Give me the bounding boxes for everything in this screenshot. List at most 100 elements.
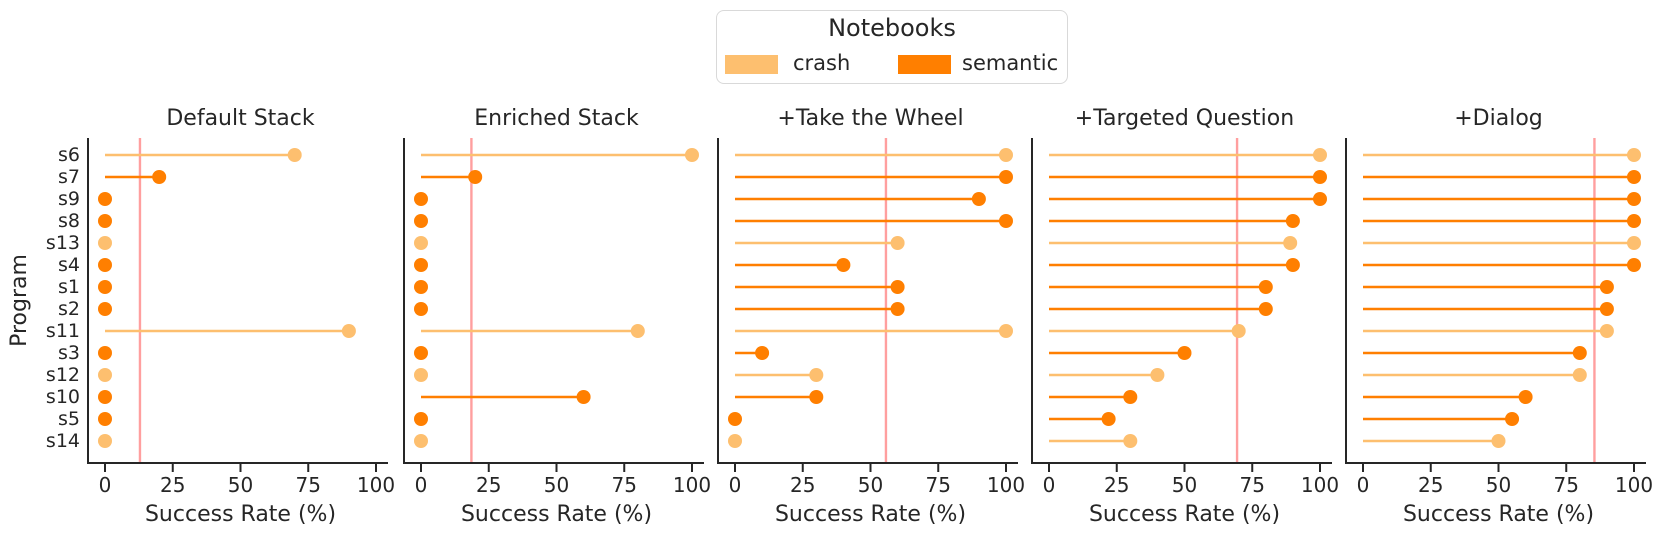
data-point-s2 (414, 302, 428, 316)
data-point-s6 (999, 148, 1013, 162)
x-tick-label: 50 (544, 473, 569, 497)
data-point-s11 (1231, 324, 1246, 338)
data-point-s5 (98, 412, 112, 426)
x-axis-label: Success Rate (%) (775, 502, 966, 527)
x-tick-label: 100 (1615, 473, 1653, 497)
data-point-s6 (1313, 148, 1327, 162)
data-point-s3 (755, 346, 770, 360)
y-tick-label-s2: s2 (58, 298, 80, 320)
data-point-s5 (414, 412, 428, 426)
x-tick-label: 50 (1172, 473, 1197, 497)
data-point-s2 (98, 302, 112, 316)
data-point-s9 (1627, 192, 1641, 206)
data-point-s10 (98, 390, 112, 404)
data-point-s3 (98, 346, 112, 360)
data-point-s14 (1491, 434, 1506, 448)
data-point-s11 (630, 324, 645, 338)
panel-default-stack: 0 25 50 75 100 Default Stack Success Rate (%) s… (7, 106, 395, 527)
x-tick-label: 25 (160, 473, 185, 497)
legend-swatch-semantic (898, 55, 951, 74)
data-point-s9 (1313, 192, 1327, 206)
data-point-s3 (414, 346, 428, 360)
panel-take-the-wheel: 0 25 50 75 100 +Take the Wheel Success Rate (%… (717, 106, 1025, 527)
data-point-s9 (98, 192, 112, 206)
data-point-s5 (1505, 412, 1520, 426)
y-tick-label-s14: s14 (46, 430, 80, 452)
y-tick-label-s6: s6 (58, 144, 80, 166)
x-tick-label: 75 (1554, 473, 1579, 497)
x-tick-label: 100 (357, 473, 395, 497)
x-tick-label: 75 (612, 473, 637, 497)
x-tick-label: 25 (790, 473, 815, 497)
y-tick-label-s5: s5 (58, 408, 80, 430)
data-point-s13 (414, 236, 428, 250)
data-point-s12 (809, 368, 824, 382)
x-tick-label: 0 (415, 473, 428, 497)
panel-targeted-question: 0 25 50 75 100 +Targeted Question Success Rate… (1031, 106, 1339, 527)
data-point-s10 (1123, 390, 1138, 404)
x-tick-label: 25 (1104, 473, 1129, 497)
data-point-s13 (1627, 236, 1641, 250)
data-point-s4 (1285, 258, 1300, 272)
data-point-s14 (414, 434, 428, 448)
data-point-s2 (1599, 302, 1614, 316)
legend-box: Notebooks crash semantic (716, 10, 1068, 84)
data-point-s5 (1101, 412, 1116, 426)
y-tick-label-s7: s7 (58, 166, 80, 188)
x-axis-label: Success Rate (%) (145, 502, 336, 527)
data-point-s3 (1572, 346, 1587, 360)
data-point-s7 (152, 170, 167, 184)
data-point-s3 (1177, 346, 1192, 360)
data-point-s14 (1123, 434, 1138, 448)
data-point-s8 (98, 214, 112, 228)
x-tick-label: 75 (296, 473, 321, 497)
data-point-s1 (1599, 280, 1614, 294)
panel-enriched-stack: 0 25 50 75 100 Enriched Stack Success Rate (%) (403, 106, 711, 527)
data-point-s1 (1258, 280, 1273, 294)
panel-title: Enriched Stack (474, 106, 639, 131)
data-point-s8 (1285, 214, 1300, 228)
data-point-s5 (728, 412, 742, 426)
data-point-s11 (999, 324, 1013, 338)
data-point-s12 (1572, 368, 1587, 382)
data-point-s7 (1313, 170, 1327, 184)
panel-title: +Dialog (1454, 106, 1543, 131)
panel-title: +Take the Wheel (777, 106, 963, 131)
data-point-s10 (809, 390, 824, 404)
data-point-s1 (98, 280, 112, 294)
x-tick-label: 0 (1357, 473, 1370, 497)
y-tick-label-s10: s10 (46, 386, 80, 408)
data-point-s14 (98, 434, 112, 448)
data-point-s13 (1283, 236, 1298, 250)
panel-dialog: 0 25 50 75 100 +Dialog Success Rate (%) (1345, 106, 1653, 527)
data-point-s4 (1627, 258, 1641, 272)
data-point-s4 (836, 258, 851, 272)
x-tick-label: 0 (1043, 473, 1056, 497)
y-tick-label-s3: s3 (58, 342, 80, 364)
x-tick-label: 100 (673, 473, 711, 497)
data-point-s11 (1599, 324, 1614, 338)
x-tick-label: 75 (1240, 473, 1265, 497)
data-point-s2 (1258, 302, 1273, 316)
data-point-s2 (890, 302, 905, 316)
x-tick-label: 75 (926, 473, 951, 497)
x-tick-label: 100 (987, 473, 1025, 497)
data-point-s14 (728, 434, 742, 448)
y-tick-label-s11: s11 (46, 320, 80, 342)
data-point-s13 (890, 236, 905, 250)
legend-label-crash: crash (793, 51, 851, 75)
x-tick-label: 50 (228, 473, 253, 497)
x-tick-label: 50 (858, 473, 883, 497)
y-axis-label: Program (7, 254, 32, 347)
x-axis-label: Success Rate (%) (461, 502, 652, 527)
data-point-s10 (1518, 390, 1533, 404)
data-point-s13 (98, 236, 112, 250)
x-tick-label: 25 (1418, 473, 1443, 497)
x-axis-label: Success Rate (%) (1089, 502, 1280, 527)
y-tick-label-s4: s4 (58, 254, 80, 276)
legend-label-semantic: semantic (962, 51, 1059, 75)
panel-title: Default Stack (166, 106, 315, 131)
data-point-s6 (287, 148, 302, 162)
data-point-s8 (999, 214, 1013, 228)
